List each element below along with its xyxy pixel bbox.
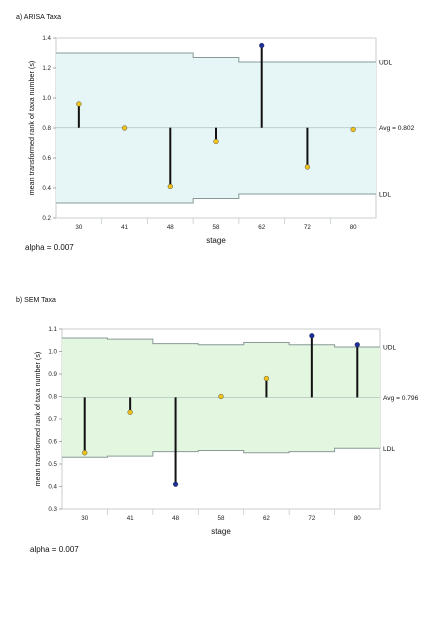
chart-a-x-tick-label: 30 xyxy=(75,224,82,231)
chart-b-x-tick-label: 80 xyxy=(354,515,361,522)
chart-b-udl-line xyxy=(62,337,380,348)
chart-a-title: a) ARISA Taxa xyxy=(16,14,62,21)
chart-a-x-tick-label: 62 xyxy=(258,224,265,231)
chart-b-y-tick-label: 1.0 xyxy=(48,349,57,356)
chart-b-ldl-line xyxy=(62,447,380,458)
chart-a-x-tick-label: 41 xyxy=(121,224,128,231)
chart-b-y-tick-label: 0.6 xyxy=(48,439,57,446)
chart-b-y-tick-label: 0.7 xyxy=(48,416,57,423)
chart-b-y-axis-label: mean transformed rank of taxa number (s) xyxy=(33,352,42,487)
chart-b-data-point xyxy=(263,375,270,382)
chart-a-x-tick-label: 72 xyxy=(304,224,311,231)
chart-b-y-tick-label: 0.8 xyxy=(48,394,57,401)
chart-b-data-point xyxy=(354,342,360,348)
chart-a-data-point xyxy=(350,126,356,133)
chart-b-data-point xyxy=(127,409,133,415)
chart-b-x-tick-label: 48 xyxy=(172,515,179,522)
chart-b-y-tick-label: 0.3 xyxy=(48,506,57,513)
chart-b-data-point xyxy=(309,333,315,339)
chart-a-x-tick-label: 48 xyxy=(167,224,174,231)
chart-a-udl-line xyxy=(56,52,376,63)
chart-b-y-tick-label: 1.1 xyxy=(48,326,57,333)
chart-b-y-tick-label: 0.5 xyxy=(48,461,57,468)
chart-a-data-point xyxy=(213,138,219,145)
chart-b-x-tick-label: 41 xyxy=(127,515,134,522)
chart-a-y-tick-label: 0.2 xyxy=(42,215,51,222)
chart-a-data-point xyxy=(121,125,128,131)
chart-b-data-point xyxy=(172,481,179,487)
chart-a-data-point xyxy=(259,42,265,49)
chart-b-data-point xyxy=(218,393,224,400)
chart-a-x-tick-label: 58 xyxy=(213,224,220,231)
chart-a-y-tick-label: 1.0 xyxy=(42,95,51,102)
chart-b-avg-label: Avg = 0.796 xyxy=(383,395,419,402)
chart-b-title: b) SEM Taxa xyxy=(16,297,56,304)
chart-b-x-tick-label: 72 xyxy=(308,515,315,522)
chart-a-y-tick-label: 1.4 xyxy=(42,35,51,42)
chart-a-udl-label: UDL xyxy=(379,60,393,67)
chart-a-avg-label: Avg = 0.802 xyxy=(379,125,415,132)
chart-a-x-axis-label: stage xyxy=(206,236,226,245)
chart-b-x-axis-label: stage xyxy=(211,527,231,536)
chart-b-x-tick-label: 58 xyxy=(218,515,225,522)
chart-b-x-tick-label: 30 xyxy=(81,515,88,522)
chart-a-x-tick-label: 80 xyxy=(350,224,357,231)
chart-b-x-tick-label: 62 xyxy=(263,515,270,522)
chart-b-y-tick-label: 0.9 xyxy=(48,371,57,378)
chart-b-udl-label: UDL xyxy=(383,345,397,352)
chart-a-data-point xyxy=(167,183,173,190)
chart-b-alpha: alpha = 0.007 xyxy=(30,545,79,554)
chart-a-data-point xyxy=(76,101,82,107)
chart-b-y-tick-label: 0.4 xyxy=(48,484,57,491)
chart-b-ldl-label: LDL xyxy=(383,446,395,453)
chart-a: 0.2 0.4 0.6 0.8 1.0 1.2 1.4 30 41 48 58 62 72 80 UDL LD… xyxy=(27,35,415,245)
chart-a-alpha: alpha = 0.007 xyxy=(25,243,74,252)
chart-a-ldl-label: LDL xyxy=(379,192,391,199)
chart-a-y-tick-label: 0.8 xyxy=(42,125,51,132)
chart-a-data-point xyxy=(304,164,311,170)
chart-b: 0.3 0.4 0.5 0.6 0.7 0.8 0.9 1.0 1.1 30 41 48 58 62 72 8… xyxy=(33,326,419,536)
chart-a-y-axis-label: mean transformed rank of taxa number (s) xyxy=(27,61,36,196)
chart-a-ldl-line xyxy=(56,193,376,204)
chart-a-y-tick-label: 0.6 xyxy=(42,155,51,162)
chart-b-data-point xyxy=(82,450,88,456)
chart-a-y-tick-label: 0.4 xyxy=(42,185,51,192)
chart-a-y-tick-label: 1.2 xyxy=(42,65,51,72)
